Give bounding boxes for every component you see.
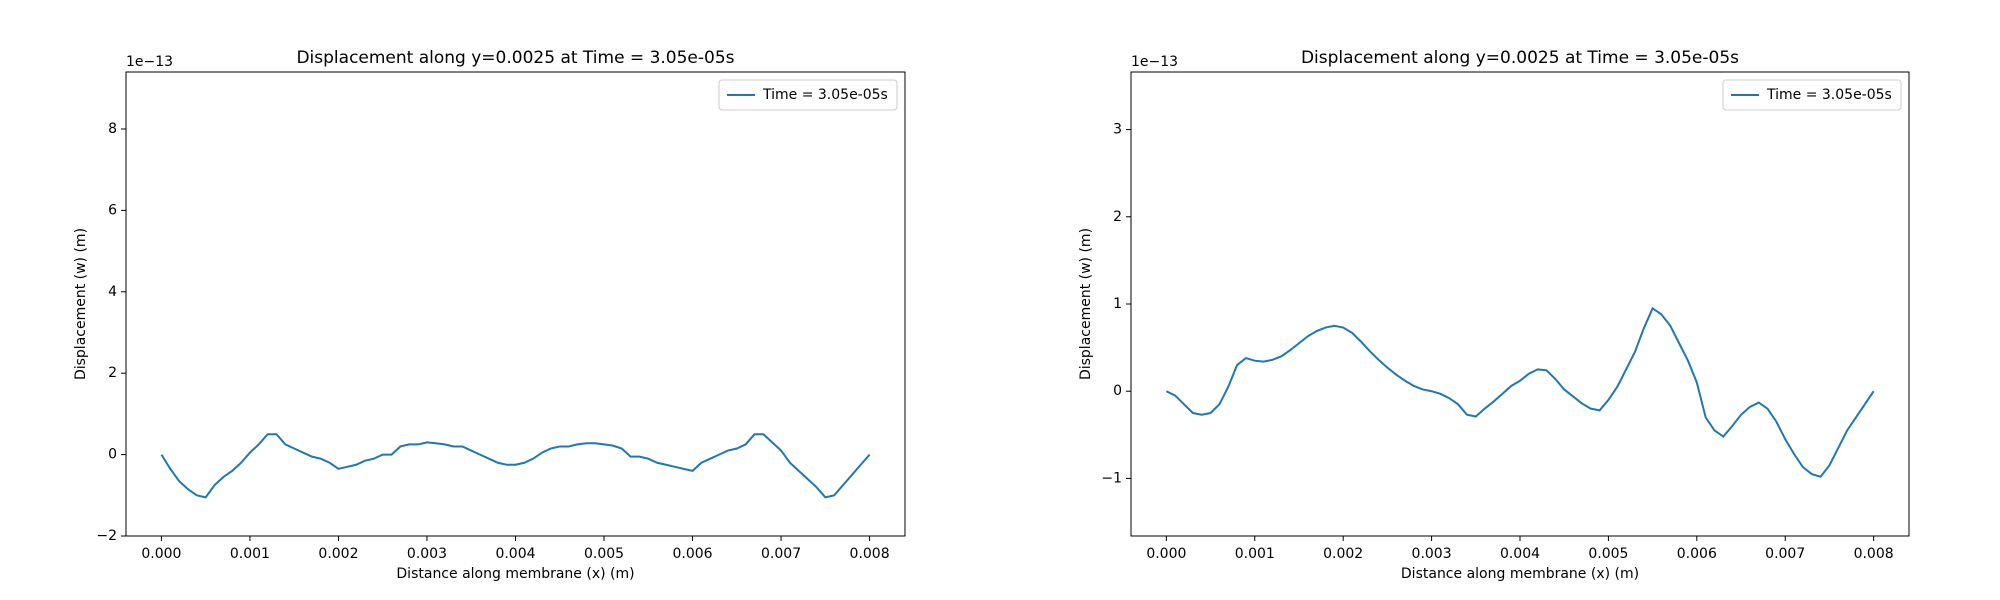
- x-tick-label: 0.000: [1146, 546, 1186, 562]
- y-tick-label: 1: [1113, 296, 1122, 312]
- chart-title: Displacement along y=0.0025 at Time = 3.…: [296, 48, 734, 68]
- legend-box: [718, 79, 898, 111]
- x-tick-label: 0.002: [318, 546, 358, 562]
- y-axis-label: Displacement (w) (m): [1078, 228, 1094, 380]
- x-tick-label: 0.006: [672, 546, 712, 562]
- x-tick-label: 0.005: [584, 546, 624, 562]
- x-tick-label: 0.005: [1588, 546, 1628, 562]
- axes-frame: [125, 71, 906, 537]
- x-axis-label: Distance along membrane (x) (m): [1401, 566, 1639, 582]
- y-axis-label: Displacement (w) (m): [73, 228, 89, 380]
- x-tick-label: 0.001: [230, 546, 270, 562]
- legend-label: Time = 3.05e-05s: [762, 87, 888, 103]
- y-tick-label: 2: [1113, 209, 1122, 225]
- y-tick-label: 2: [108, 365, 117, 381]
- x-tick-label: 0.004: [495, 546, 535, 562]
- x-tick-label: 0.000: [141, 546, 181, 562]
- legend: Time = 3.05e-05s: [718, 79, 898, 111]
- x-tick-label: 0.008: [850, 546, 890, 562]
- chart-title: Displacement along y=0.0025 at Time = 3.…: [1301, 48, 1739, 68]
- x-tick-label: 0.002: [1323, 546, 1363, 562]
- y-tick-label: 3: [1113, 122, 1122, 138]
- y-tick-label: 0: [1113, 383, 1122, 399]
- y-tick-label: 6: [108, 202, 117, 218]
- line: [1165, 306, 1875, 478]
- x-axis-label: Distance along membrane (x) (m): [396, 566, 634, 582]
- legend-label: Time = 3.05e-05s: [1766, 87, 1892, 103]
- y-tick-label: 4: [108, 284, 117, 300]
- offset-label: 1e−13: [1131, 54, 1178, 70]
- legend: Time = 3.05e-05s: [1722, 79, 1902, 111]
- offset-label: 1e−13: [126, 54, 173, 70]
- y-tick-label: −1: [1101, 470, 1122, 486]
- x-tick-label: 0.001: [1235, 546, 1275, 562]
- x-tick-label: 0.003: [1412, 546, 1452, 562]
- x-tick-label: 0.006: [1677, 546, 1717, 562]
- subplot: Displacement along y=0.0025 at Time = 3.…: [73, 48, 906, 582]
- x-tick-label: 0.007: [761, 546, 801, 562]
- line: [160, 433, 871, 499]
- y-tick-label: 0: [108, 447, 117, 463]
- x-tick-label: 0.004: [1500, 546, 1540, 562]
- y-tick-label: −2: [96, 528, 117, 544]
- x-tick-label: 0.008: [1854, 546, 1894, 562]
- legend-box: [1722, 79, 1902, 111]
- y-tick-label: 8: [108, 121, 117, 137]
- x-tick-label: 0.007: [1765, 546, 1805, 562]
- x-tick-label: 0.003: [407, 546, 447, 562]
- axes-frame: [1130, 71, 1910, 537]
- subplot: Displacement along y=0.0025 at Time = 3.…: [1078, 48, 1910, 582]
